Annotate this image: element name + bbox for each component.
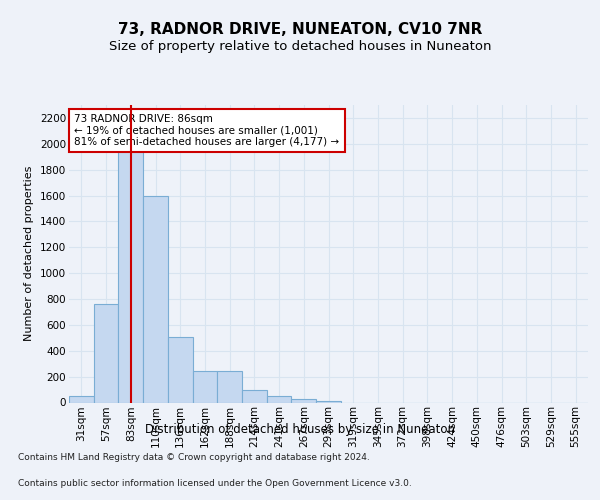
Text: Distribution of detached houses by size in Nuneaton: Distribution of detached houses by size …: [145, 422, 455, 436]
Y-axis label: Number of detached properties: Number of detached properties: [25, 166, 34, 342]
Bar: [242, 390, 267, 402]
Bar: [193, 372, 217, 402]
Bar: [316, 400, 341, 402]
Bar: [168, 336, 193, 402]
Bar: [94, 304, 118, 402]
Bar: [143, 196, 168, 402]
Bar: [118, 138, 143, 402]
Text: 73 RADNOR DRIVE: 86sqm
← 19% of detached houses are smaller (1,001)
81% of semi-: 73 RADNOR DRIVE: 86sqm ← 19% of detached…: [74, 114, 340, 147]
Bar: [217, 372, 242, 402]
Text: 73, RADNOR DRIVE, NUNEATON, CV10 7NR: 73, RADNOR DRIVE, NUNEATON, CV10 7NR: [118, 22, 482, 38]
Bar: [69, 396, 94, 402]
Bar: [292, 398, 316, 402]
Text: Contains HM Land Registry data © Crown copyright and database right 2024.: Contains HM Land Registry data © Crown c…: [18, 454, 370, 462]
Text: Contains public sector information licensed under the Open Government Licence v3: Contains public sector information licen…: [18, 478, 412, 488]
Bar: [267, 396, 292, 402]
Text: Size of property relative to detached houses in Nuneaton: Size of property relative to detached ho…: [109, 40, 491, 53]
